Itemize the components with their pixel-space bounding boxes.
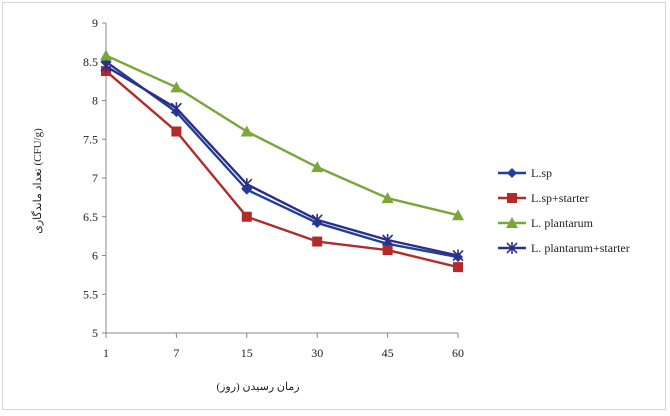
data-point bbox=[452, 209, 464, 221]
legend-marker bbox=[507, 168, 517, 178]
y-tick-label: 7 bbox=[92, 171, 98, 185]
legend-label: L.sp bbox=[531, 166, 552, 180]
x-axis: 1 7 15 30 45 60 bbox=[103, 332, 464, 360]
legend-item: L.sp+starter bbox=[498, 191, 589, 205]
series-line bbox=[105, 54, 459, 217]
chart-frame: 5 5.5 6 6.5 7 7.5 8 8.5 9 1 7 15 30 45 60 L.sp L.sp+st… bbox=[2, 2, 666, 410]
legend-marker bbox=[506, 217, 518, 228]
y-tick-label: 5.5 bbox=[83, 287, 98, 301]
data-point bbox=[312, 236, 323, 247]
data-point bbox=[311, 213, 323, 226]
x-tick-label: 1 bbox=[103, 346, 109, 360]
y-axis: 5 5.5 6 6.5 7 7.5 8 8.5 9 bbox=[83, 16, 107, 340]
data-point bbox=[100, 49, 112, 61]
data-point bbox=[170, 81, 183, 93]
y-tick-label: 8.5 bbox=[83, 55, 98, 69]
legend-label: L. plantarum+starter bbox=[531, 241, 630, 255]
y-axis-label: تعداد ماندگاری (CFU/g) bbox=[31, 128, 44, 234]
legend-item: L. plantarum bbox=[498, 216, 594, 230]
x-tick-label: 45 bbox=[382, 346, 394, 360]
series-lines bbox=[100, 49, 464, 273]
data-point bbox=[241, 211, 252, 222]
data-point bbox=[240, 125, 253, 137]
series-line bbox=[105, 70, 459, 269]
legend: L.sp L.sp+starter L. plantarum L. plantarum… bbox=[498, 166, 630, 255]
x-axis-label: زمان رسیدن (روز) bbox=[216, 381, 299, 393]
series-0 bbox=[101, 56, 463, 263]
series-3 bbox=[100, 60, 464, 262]
legend-label: L.sp+starter bbox=[531, 191, 589, 205]
legend-item: L. plantarum+starter bbox=[498, 241, 630, 255]
data-point bbox=[453, 262, 463, 273]
y-tick-label: 8 bbox=[92, 94, 98, 108]
y-tick-label: 7.5 bbox=[83, 132, 98, 146]
data-point bbox=[171, 126, 182, 137]
x-tick-label: 60 bbox=[452, 346, 464, 360]
y-tick-label: 6.5 bbox=[83, 210, 98, 224]
y-tick-label: 5 bbox=[92, 326, 98, 340]
y-tick-label: 9 bbox=[92, 16, 98, 30]
series-2 bbox=[100, 49, 464, 221]
data-point bbox=[382, 234, 394, 246]
data-point bbox=[311, 161, 324, 173]
series-line bbox=[105, 65, 459, 257]
data-point bbox=[452, 249, 464, 262]
data-point bbox=[100, 60, 112, 73]
x-tick-label: 7 bbox=[173, 346, 179, 360]
x-tick-label: 30 bbox=[311, 346, 323, 360]
series-line bbox=[105, 60, 459, 259]
legend-label: L. plantarum bbox=[531, 216, 594, 230]
legend-marker bbox=[506, 242, 518, 254]
data-point bbox=[381, 192, 394, 204]
data-point bbox=[382, 245, 393, 256]
legend-marker bbox=[507, 193, 517, 203]
y-tick-label: 6 bbox=[92, 249, 98, 263]
x-tick-label: 15 bbox=[241, 346, 253, 360]
line-chart: 5 5.5 6 6.5 7 7.5 8 8.5 9 1 7 15 30 45 60 L.sp L.sp+st… bbox=[31, 16, 630, 393]
data-point bbox=[241, 178, 253, 191]
data-point bbox=[170, 102, 182, 115]
legend-item: L.sp bbox=[498, 166, 552, 180]
